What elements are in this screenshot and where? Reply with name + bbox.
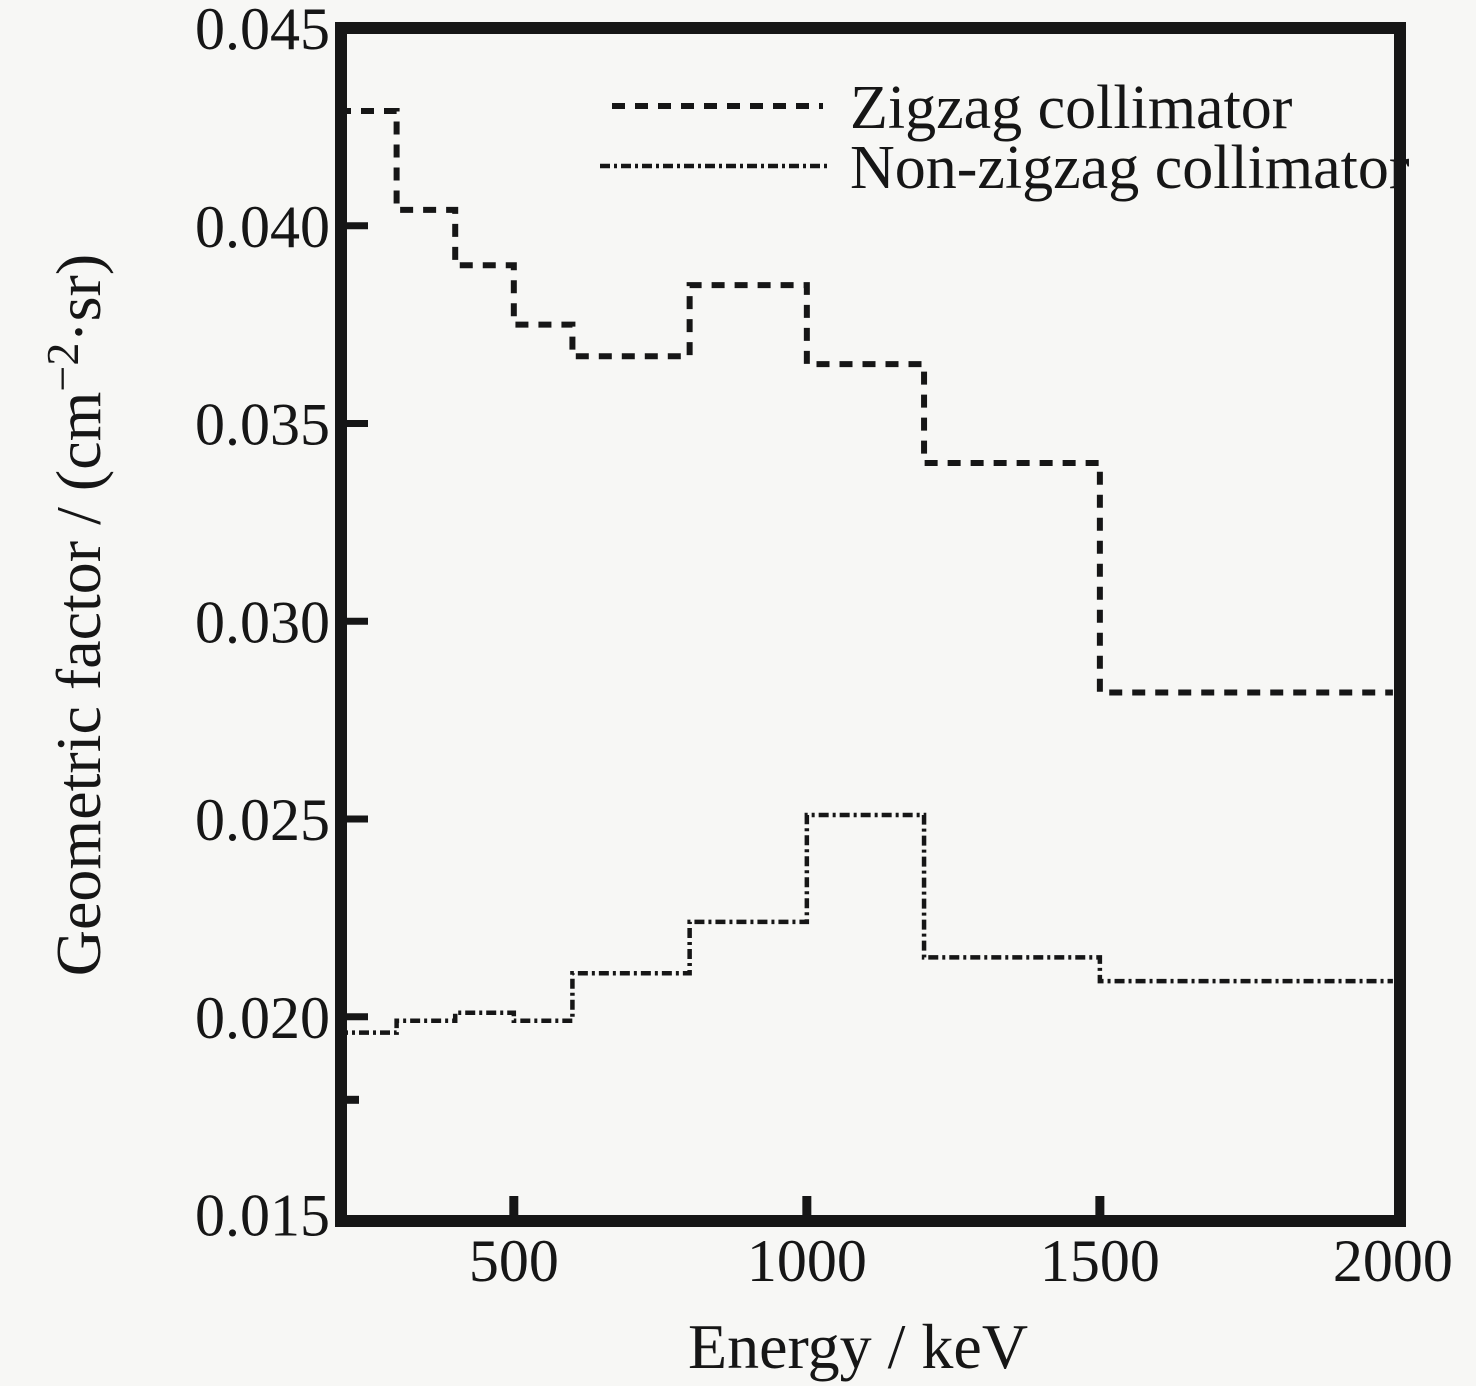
non-zigzag-series-line: [338, 812, 1393, 1035]
x-tick-label: 500: [469, 1228, 559, 1294]
plot-frame: [335, 22, 1406, 1227]
x-tick-label: 1000: [747, 1228, 867, 1294]
y-axis-title: Geometric factor / (cm−2·sr): [37, 254, 114, 976]
y-tick-label: 0.040: [195, 194, 330, 260]
y-tick-label: 0.015: [195, 1183, 330, 1249]
x-axis-title: Energy / keV: [688, 1311, 1028, 1382]
x-tick-label: 2000: [1333, 1228, 1453, 1294]
zigzag-series-line: [338, 108, 1393, 696]
x-tick-label: 1500: [1040, 1228, 1160, 1294]
legend: Zigzag collimator Non-zigzag collimator: [600, 74, 1410, 202]
y-axis-title-prefix: Geometric factor / (cm: [43, 392, 114, 977]
axis-tick-labels: 0.045 0.040 0.035 0.030 0.025 0.020 0.015 500 10…: [195, 0, 1453, 1294]
y-tick-label: 0.035: [195, 392, 330, 458]
y-tick-label: 0.025: [195, 787, 330, 853]
legend-label-zigzag: Zigzag collimator: [850, 74, 1293, 142]
y-tick-label: 0.020: [195, 985, 330, 1051]
y-tick-label: 0.030: [195, 589, 330, 655]
y-tick-label: 0.045: [195, 0, 330, 62]
y-axis-title-suffix: ·sr): [43, 254, 114, 343]
y-axis-title-superscript: −2: [37, 343, 88, 392]
legend-label-non-zigzag: Non-zigzag collimator: [850, 134, 1410, 202]
axis-ticks: [347, 222, 1105, 1215]
data-series: [338, 108, 1393, 1035]
